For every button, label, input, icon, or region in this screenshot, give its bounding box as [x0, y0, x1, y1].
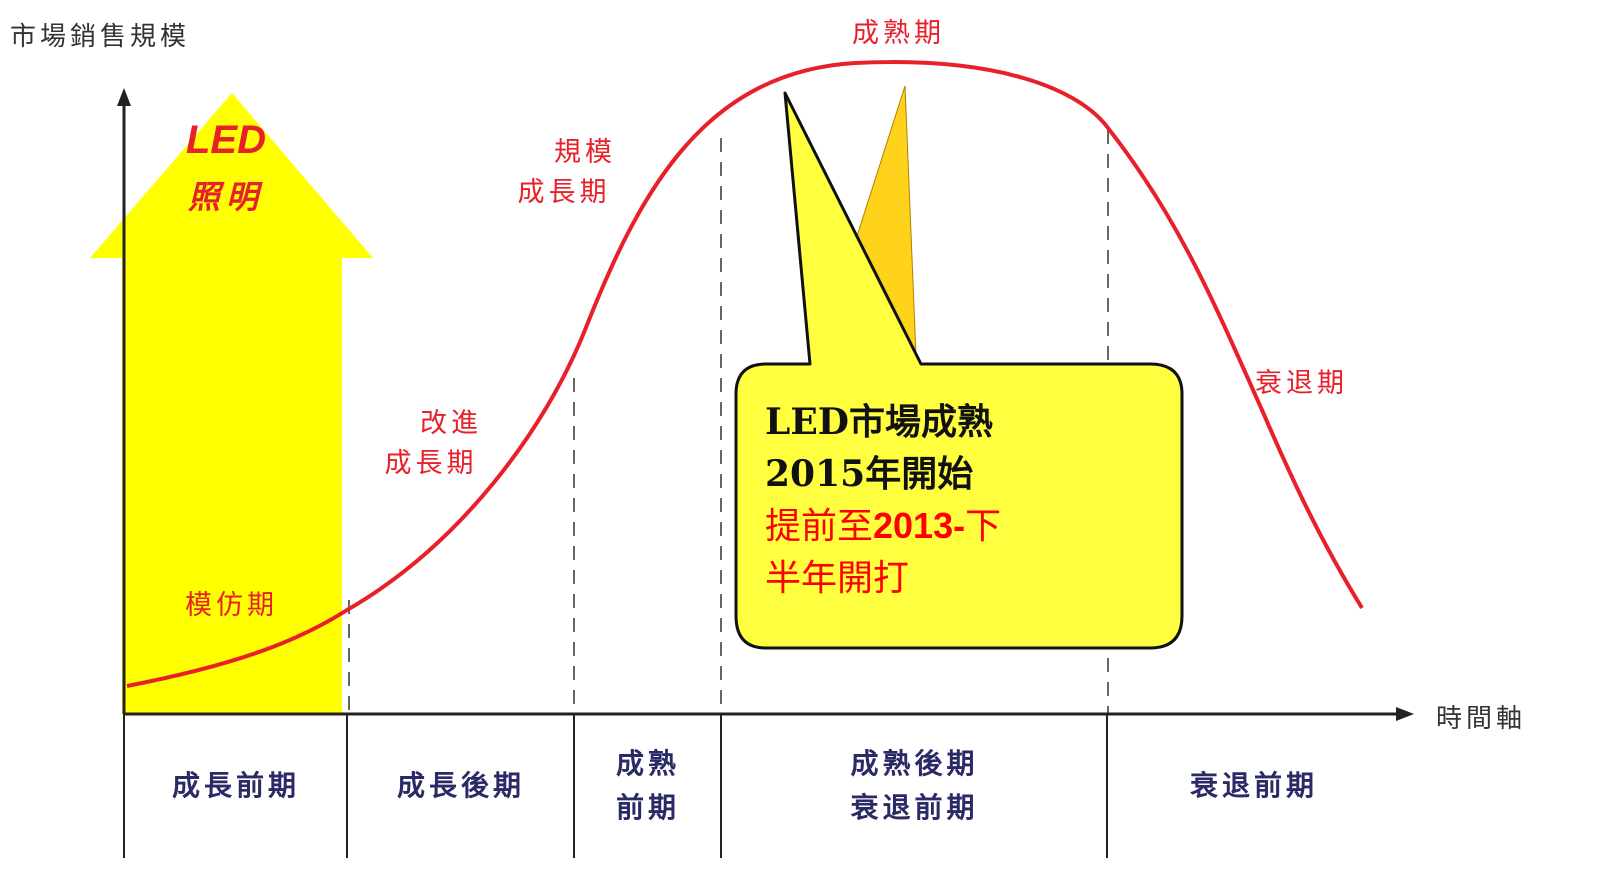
phase-4-line2: 衰退前期: [850, 791, 979, 824]
lifecycle-curve: [126, 60, 1364, 688]
stage-scale: 規模 成長期: [512, 133, 616, 213]
callout-line3-c: 下: [965, 506, 1002, 547]
stage-mature: 成熟期: [852, 18, 945, 49]
x-axis-label: 時間軸: [1436, 704, 1527, 734]
y-axis-arrowhead: [117, 88, 131, 106]
stage-imitation: 模仿期: [185, 590, 278, 621]
phase-3-line1: 成熟: [615, 747, 680, 780]
phase-cell-4: 成熟後期 衰退前期: [723, 716, 1106, 856]
x-axis-arrowhead: [1396, 707, 1414, 721]
phase-2-line1: 成長後期: [396, 769, 525, 802]
arrow-led-text: LED: [186, 118, 266, 162]
callout-line4: 半年開打: [765, 558, 910, 599]
led-arrow: [90, 93, 373, 714]
stage-improve-line1: 改進: [420, 408, 482, 439]
stage-improve: 改進 成長期: [380, 404, 482, 484]
stage-scale-line1: 規模: [554, 137, 616, 168]
phase-cell-5: 衰退前期: [1109, 716, 1399, 856]
phase-cell-1: 成長前期: [126, 716, 346, 856]
callout-text: LED市場成熟 2015年開始 提前至2013-下 半年開打: [765, 396, 1165, 605]
phase-5-line1: 衰退前期: [1189, 769, 1318, 802]
phase-1-line1: 成長前期: [171, 769, 300, 802]
phase-cell-3: 成熟 前期: [576, 716, 720, 856]
callout-line3-b: 2013-: [873, 505, 966, 546]
arrow-lighting-text: 照明: [188, 179, 265, 215]
callout-line1: LED市場成熟: [765, 401, 993, 443]
phase-cell-2: 成長後期: [349, 716, 573, 856]
stage-scale-line2: 成長期: [517, 177, 611, 208]
callout-line2: 2015年開始: [765, 453, 974, 495]
callout-line3: 提前至2013-下: [765, 500, 1165, 553]
y-axis-label: 市場銷售規模: [10, 22, 191, 52]
callout-bubble: [734, 91, 1184, 650]
phase-4-line1: 成熟後期: [850, 747, 979, 780]
callout-line3-a: 提前至: [765, 506, 874, 547]
stage-improve-line2: 成長期: [384, 448, 478, 479]
stage-decline: 衰退期: [1255, 368, 1348, 399]
phase-3-line2: 前期: [615, 791, 680, 824]
